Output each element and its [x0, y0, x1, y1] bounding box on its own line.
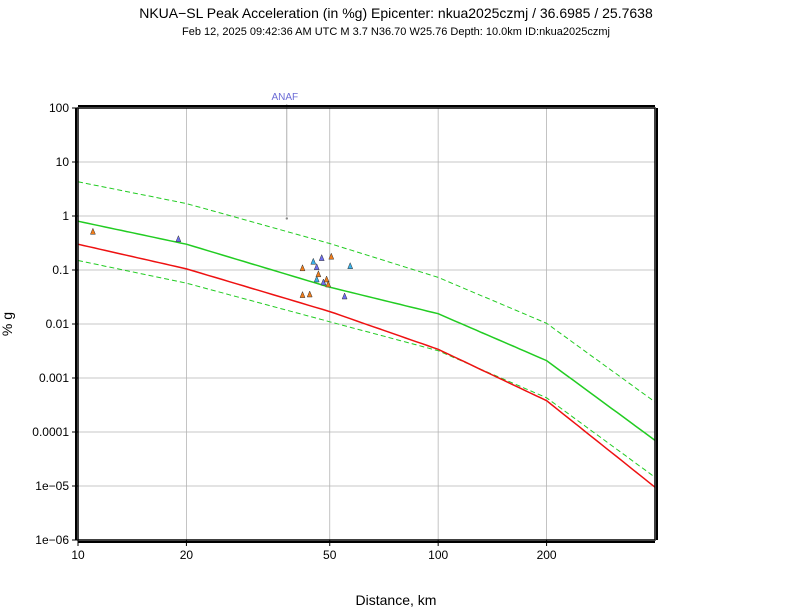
model-curve-2	[77, 260, 656, 478]
y-axis-label: % g	[0, 312, 15, 336]
chart-subtitle: Feb 12, 2025 09:42:36 AM UTC M 3.7 N36.7…	[182, 26, 610, 38]
model-curve-3	[77, 243, 656, 488]
y-tick-label: 0.1	[52, 263, 69, 277]
model-curves	[77, 181, 656, 488]
x-tick-label: 20	[180, 548, 194, 562]
station-point	[306, 290, 313, 298]
station-point	[315, 270, 322, 278]
station-point	[341, 292, 348, 300]
y-tick-label: 10	[56, 155, 70, 169]
station-point	[310, 257, 317, 265]
x-tick-label: 10	[71, 548, 85, 562]
station-point	[299, 290, 306, 298]
station-label: ANAF	[271, 92, 298, 103]
x-tick-label: 200	[537, 548, 557, 562]
y-tick-label: 0.01	[46, 317, 70, 331]
station-point	[328, 252, 335, 260]
station-points: ANAF	[90, 92, 354, 300]
station-point	[90, 227, 96, 235]
station-point	[175, 235, 182, 242]
y-tick-label: 100	[49, 101, 69, 115]
station-point	[285, 217, 289, 220]
station-point	[325, 280, 332, 288]
station-point	[313, 263, 320, 270]
y-tick-label: 0.001	[39, 371, 69, 385]
y-tick-label: 1e−06	[35, 533, 69, 547]
station-point	[323, 275, 330, 283]
station-point	[313, 275, 320, 283]
station-point	[347, 262, 354, 269]
model-curve-0	[77, 220, 656, 442]
x-tick-label: 50	[323, 548, 337, 562]
x-tick-label: 100	[428, 548, 448, 562]
station-point	[299, 264, 306, 272]
y-tick-label: 1	[62, 209, 69, 223]
chart-title: NKUA−SL Peak Acceleration (in %g) Epicen…	[139, 5, 653, 21]
x-axis-label: Distance, km	[356, 592, 437, 608]
model-curve-1	[77, 181, 656, 403]
station-point	[318, 253, 325, 261]
y-tick-label: 1e−05	[35, 479, 69, 493]
tick-labels: 10 20 50 100 200 100 10 1 0.1 0.01 0.001 0.0001 1e−0…	[32, 101, 557, 562]
y-tick-label: 0.0001	[32, 425, 69, 439]
plot-frame	[72, 105, 658, 546]
